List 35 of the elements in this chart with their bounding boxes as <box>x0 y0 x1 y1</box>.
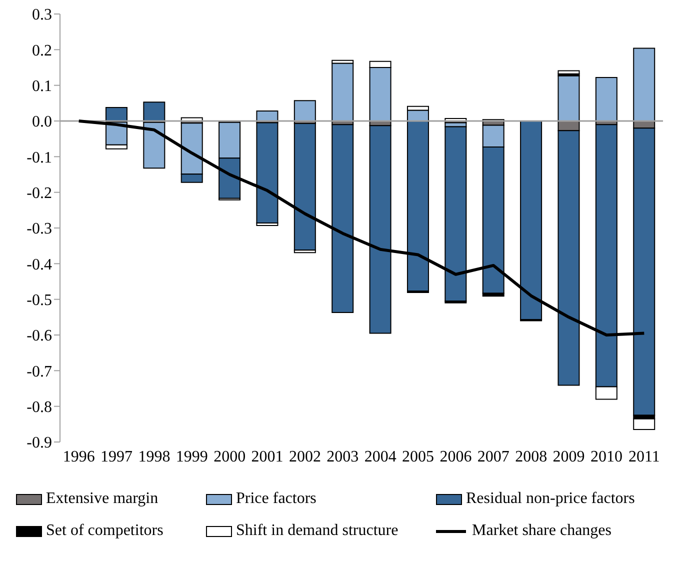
y-tick-label: -0.4 <box>26 256 52 274</box>
y-tick-label: 0.2 <box>32 42 52 60</box>
x-tick-label: 2005 <box>402 448 434 466</box>
x-tick-label: 2007 <box>477 448 510 466</box>
y-tick-label: -0.3 <box>26 220 52 238</box>
y-tick-label: -0.8 <box>26 399 52 416</box>
y-tick-label: 0.3 <box>32 6 52 24</box>
x-tick-label: 1997 <box>100 448 133 466</box>
x-tick-label: 1999 <box>176 448 208 466</box>
x-tick-label: 2004 <box>364 448 396 466</box>
legend-label: Residual non-price factors <box>466 490 635 507</box>
legend-label: Shift in demand structure <box>236 522 398 539</box>
legend-label: Extensive margin <box>46 490 158 507</box>
x-tick-label: 2001 <box>251 448 284 466</box>
x-tick-label: 2002 <box>288 448 321 466</box>
y-tick-label: 0.0 <box>32 114 52 131</box>
y-tick-label: -0.1 <box>26 149 52 166</box>
x-tick-label: 2008 <box>515 448 548 466</box>
legend-label: Market share changes <box>472 522 612 539</box>
legend-label: Set of competitors <box>46 522 164 539</box>
x-tick-label: 2011 <box>628 448 660 466</box>
y-tick-label: -0.7 <box>26 363 52 380</box>
y-tick-label: -0.9 <box>26 434 52 452</box>
y-tick-label: 0.1 <box>32 78 52 96</box>
y-tick-label: -0.5 <box>26 292 52 310</box>
x-tick-label: 1996 <box>62 448 95 466</box>
legend-label: Price factors <box>236 490 316 507</box>
x-tick-label: 2010 <box>590 448 622 466</box>
x-tick-label: 1998 <box>138 448 170 466</box>
y-tick-label: -0.6 <box>26 328 52 345</box>
x-tick-label: 2009 <box>552 448 585 466</box>
x-tick-label: 2003 <box>326 448 359 466</box>
y-tick-label: -0.2 <box>26 185 52 202</box>
x-tick-label: 2006 <box>440 448 472 466</box>
x-tick-label: 2000 <box>214 448 246 466</box>
